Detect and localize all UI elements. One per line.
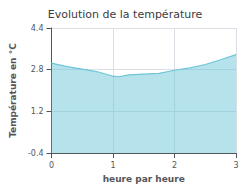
svg-text:Evolution de la température: Evolution de la température — [48, 8, 203, 21]
svg-text:1.2: 1.2 — [31, 107, 44, 116]
svg-text:Température en °C: Température en °C — [8, 43, 18, 138]
svg-text:-0.4: -0.4 — [28, 149, 44, 158]
svg-text:0: 0 — [49, 161, 54, 170]
svg-text:2: 2 — [172, 161, 177, 170]
svg-text:1: 1 — [110, 161, 115, 170]
svg-text:2.8: 2.8 — [31, 65, 44, 74]
svg-text:3: 3 — [233, 161, 238, 170]
svg-text:heure par heure: heure par heure — [103, 174, 185, 184]
svg-text:4.4: 4.4 — [31, 24, 44, 33]
